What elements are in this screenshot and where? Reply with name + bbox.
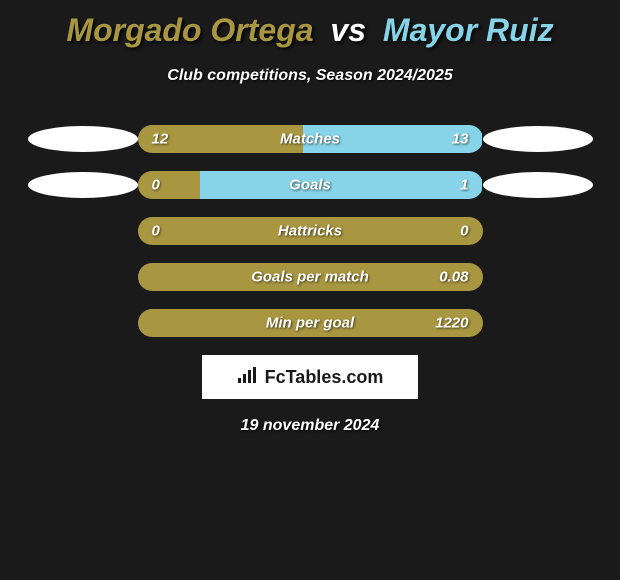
avatar-right-slot (483, 172, 593, 198)
stat-value-right: 0.08 (439, 269, 468, 286)
stat-row: 0 0 Hattricks (0, 217, 620, 245)
stat-row: 1220 Min per goal (0, 309, 620, 337)
fctables-logo: FcTables.com (202, 355, 418, 399)
stat-label: Hattricks (278, 223, 342, 240)
date-label: 19 november 2024 (0, 417, 620, 435)
stat-row: 0 1 Goals (0, 171, 620, 199)
stat-value-right: 1 (460, 177, 468, 194)
stats-container: 12 13 Matches 0 1 Goals 0 0 Hattricks 0.08 Goals p… (0, 125, 620, 337)
avatar-left-slot (28, 172, 138, 198)
stat-value-left: 0 (152, 177, 160, 194)
stat-label: Goals per match (251, 269, 369, 286)
stat-value-right: 0 (460, 223, 468, 240)
stat-bar: 0 1 Goals (138, 171, 483, 199)
stat-row: 0.08 Goals per match (0, 263, 620, 291)
vs-label: vs (330, 12, 366, 48)
stat-label: Matches (280, 131, 340, 148)
bar-segment-left (138, 171, 200, 199)
stat-value-left: 0 (152, 223, 160, 240)
logo-text: FcTables.com (265, 367, 384, 388)
stat-value-right: 13 (452, 131, 469, 148)
player1-name: Morgado Ortega (66, 12, 313, 48)
player2-name: Mayor Ruiz (383, 12, 554, 48)
player1-avatar (28, 172, 138, 198)
stat-label: Min per goal (266, 315, 354, 332)
stat-bar: 0 0 Hattricks (138, 217, 483, 245)
comparison-title: Morgado Ortega vs Mayor Ruiz (0, 0, 620, 49)
stat-bar: 1220 Min per goal (138, 309, 483, 337)
avatar-left-slot (28, 126, 138, 152)
player2-avatar (483, 126, 593, 152)
player1-avatar (28, 126, 138, 152)
stat-bar: 12 13 Matches (138, 125, 483, 153)
stat-row: 12 13 Matches (0, 125, 620, 153)
subtitle: Club competitions, Season 2024/2025 (0, 67, 620, 85)
stat-bar: 0.08 Goals per match (138, 263, 483, 291)
stat-value-left: 12 (152, 131, 169, 148)
avatar-right-slot (483, 126, 593, 152)
stat-label: Goals (289, 177, 331, 194)
stat-value-right: 1220 (435, 315, 468, 332)
bar-segment-right (200, 171, 483, 199)
chart-icon (237, 366, 259, 389)
player2-avatar (483, 172, 593, 198)
